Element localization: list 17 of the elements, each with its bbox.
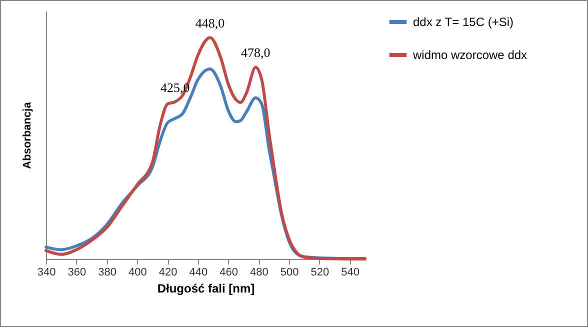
x-tick-label: 360 [68, 266, 86, 278]
annotation: 478,0 [241, 45, 270, 60]
x-tick-label: 380 [98, 266, 116, 278]
x-tick-label: 400 [128, 266, 147, 278]
legend-label: ddx z T= 15C (+Si) [413, 15, 514, 29]
annotation: 448,0 [195, 16, 225, 31]
x-tick-label: 460 [220, 266, 238, 278]
x-tick-label: 480 [250, 266, 268, 278]
x-tick-label: 420 [158, 266, 178, 278]
y-axis-title: Absorbancja [22, 101, 34, 169]
x-tick-label: 520 [310, 266, 330, 278]
x-tick-label: 440 [189, 266, 208, 278]
x-tick-label: 340 [37, 266, 56, 278]
x-tick-label: 540 [341, 266, 360, 278]
x-axis-title: Długość fali [nm] [157, 282, 255, 296]
legend-label: widmo wzorcowe ddx [412, 48, 528, 62]
x-tick-label: 500 [280, 266, 299, 278]
